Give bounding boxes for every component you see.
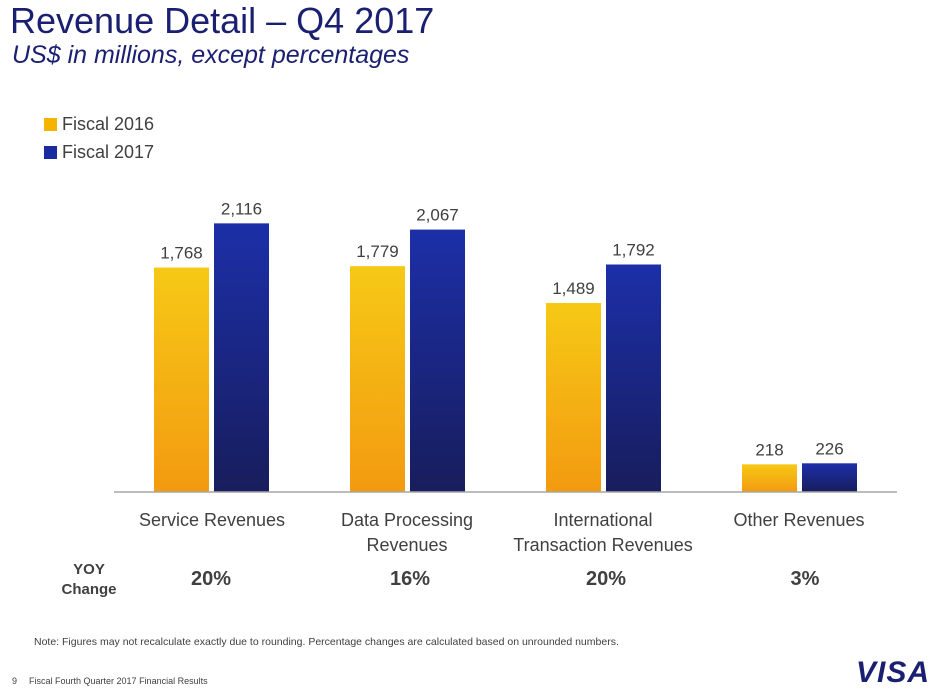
yoy-change-other-revenues: 3% xyxy=(790,568,820,590)
page-title: Revenue Detail – Q4 2017 xyxy=(10,0,435,41)
category-label-international-transaction-revenues: International Transaction Revenues xyxy=(513,510,693,555)
yoy-change-title: YOY Change xyxy=(61,561,117,598)
category-label-service-revenues: Service Revenues xyxy=(138,510,286,530)
bar-other-revenues-fiscal-2017 xyxy=(802,463,857,492)
visa-logo: VISA xyxy=(855,656,930,689)
page-footer: 9 Fiscal Fourth Quarter 2017 Financial Re… xyxy=(12,676,220,686)
bar-service-revenues-fiscal-2016 xyxy=(154,267,209,492)
page-subtitle: US$ in millions, except percentages xyxy=(12,41,410,69)
yoy-change-service-revenues: 20% xyxy=(190,568,232,590)
category-label-data-processing-revenues: Data Processing Revenues xyxy=(340,510,474,555)
bar-international-transaction-revenues-fiscal-2017 xyxy=(606,264,661,492)
data-label-international-transaction-revenues-fiscal-2016: 1,489 xyxy=(552,279,595,298)
data-label-data-processing-revenues-fiscal-2016: 1,779 xyxy=(356,242,399,261)
legend-label-fiscal-2017: Fiscal 2017 xyxy=(62,141,155,162)
chart-legend: Fiscal 2016 Fiscal 2017 xyxy=(44,110,154,166)
footnote: Note: Figures may not recalculate exactl… xyxy=(34,636,619,648)
bar-international-transaction-revenues-fiscal-2016 xyxy=(546,302,601,492)
data-label-other-revenues-fiscal-2016: 218 xyxy=(755,440,783,459)
page-number: 9 xyxy=(12,676,18,686)
data-label-service-revenues-fiscal-2016: 1,768 xyxy=(160,244,203,263)
legend-item-fiscal-2016: Fiscal 2016 xyxy=(44,110,154,138)
bar-other-revenues-fiscal-2016 xyxy=(742,464,797,492)
footer-doc-title: Fiscal Fourth Quarter 2017 Financial Res… xyxy=(29,676,208,686)
legend-swatch-fiscal-2016 xyxy=(44,117,57,131)
legend-label-fiscal-2016: Fiscal 2016 xyxy=(62,113,155,134)
bar-data-processing-revenues-fiscal-2017 xyxy=(410,229,465,492)
data-label-other-revenues-fiscal-2017: 226 xyxy=(815,439,843,458)
data-label-international-transaction-revenues-fiscal-2017: 1,792 xyxy=(612,240,655,259)
data-label-service-revenues-fiscal-2017: 2,116 xyxy=(221,199,262,218)
legend-item-fiscal-2017: Fiscal 2017 xyxy=(44,138,154,166)
yoy-change-data-processing-revenues: 16% xyxy=(389,568,431,590)
bar-data-processing-revenues-fiscal-2016 xyxy=(350,266,405,492)
bar-service-revenues-fiscal-2017 xyxy=(214,223,269,493)
yoy-change-international-transaction-revenues: 20% xyxy=(585,568,627,590)
data-label-data-processing-revenues-fiscal-2017: 2,067 xyxy=(416,206,459,225)
legend-swatch-fiscal-2017 xyxy=(44,145,57,159)
category-label-other-revenues: Other Revenues xyxy=(733,510,865,530)
